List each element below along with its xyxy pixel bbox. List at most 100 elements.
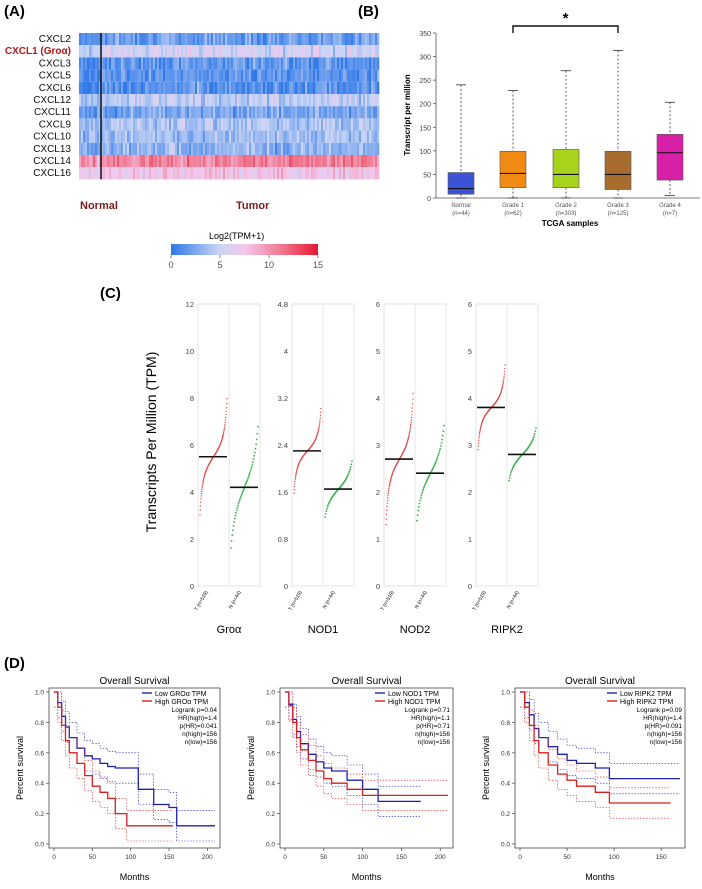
heatmap-cell: [331, 118, 334, 131]
heatmap-cell: [195, 69, 198, 82]
heatmap-cell: [253, 155, 256, 168]
heatmap-cell: [149, 94, 152, 107]
heatmap-cell: [373, 118, 376, 131]
heatmap-cell: [371, 45, 374, 58]
heatmap-cell: [175, 118, 178, 131]
scatter-point-tumor: [412, 398, 414, 400]
heatmap-cell: [85, 94, 88, 107]
heatmap-cell: [275, 94, 278, 107]
heatmap-cell: [153, 118, 156, 131]
heatmap-cell: [307, 142, 310, 155]
scatter-point-tumor: [503, 376, 505, 378]
survival-curve-low-ci-upper: [54, 691, 215, 811]
heatmap-cell: [283, 155, 286, 168]
heatmap-cell: [125, 57, 128, 70]
scatter-point-tumor: [295, 475, 297, 477]
heatmap-cell: [321, 130, 324, 143]
heatmap-cell: [161, 130, 164, 143]
heatmap-cell: [173, 155, 176, 168]
heatmap-cell: [329, 69, 332, 82]
heatmap-cell: [157, 130, 160, 143]
heatmap-cell: [99, 81, 102, 94]
heatmap-cell: [99, 45, 102, 58]
survival-x-tick-label: 200: [202, 854, 213, 861]
heatmap-cell: [353, 33, 356, 46]
heatmap-cell: [277, 155, 280, 168]
heatmap-cell: [131, 118, 134, 131]
heatmap-cell: [89, 155, 92, 168]
heatmap-cell: [103, 57, 106, 70]
heatmap-cell: [151, 118, 154, 131]
heatmap-cell: [253, 106, 256, 119]
heatmap-cell: [205, 167, 208, 180]
heatmap-cell: [103, 167, 106, 180]
heatmap-cell: [279, 118, 282, 131]
heatmap-cell: [279, 155, 282, 168]
heatmap-cell: [257, 45, 260, 58]
scatter-point-normal: [416, 514, 419, 517]
heatmap-cell: [121, 57, 124, 70]
heatmap-cell: [147, 142, 150, 155]
heatmap-cell: [331, 155, 334, 168]
heatmap-cell: [125, 118, 128, 131]
heatmap-cell: [371, 167, 374, 180]
scatter-point-normal: [531, 439, 534, 442]
heatmap-cell: [323, 167, 326, 180]
heatmap-cell: [309, 155, 312, 168]
heatmap-cell: [337, 81, 340, 94]
heatmap-cell: [113, 130, 116, 143]
boxplot-category-n: (n=125): [608, 211, 629, 217]
heatmap-cell: [321, 106, 324, 119]
heatmap-cell: [155, 45, 158, 58]
heatmap-cell: [265, 33, 268, 46]
heatmap-cell: [363, 106, 366, 119]
heatmap-cell: [317, 81, 320, 94]
heatmap-cell: [199, 57, 202, 70]
heatmap-cell: [91, 81, 94, 94]
heatmap-cell: [199, 94, 202, 107]
heatmap-cell: [85, 81, 88, 94]
heatmap-cell: [103, 81, 106, 94]
scatter-point-normal: [421, 490, 424, 493]
heatmap-cell: [235, 142, 238, 155]
heatmap-cell: [225, 142, 228, 155]
heatmap-cell: [95, 33, 98, 46]
heatmap-cell: [159, 69, 162, 82]
heatmap-cell: [89, 106, 92, 119]
heatmap-cell: [349, 118, 352, 131]
heatmap-cell: [247, 167, 250, 180]
heatmap-cell: [141, 69, 144, 82]
heatmap-cell: [201, 167, 204, 180]
heatmap-cell: [267, 57, 270, 70]
heatmap-cell: [339, 142, 342, 155]
heatmap-cell: [99, 167, 102, 180]
heatmap-cell: [143, 167, 146, 180]
heatmap-cell: [147, 57, 150, 70]
heatmap-cell: [141, 45, 144, 58]
heatmap-cell: [361, 57, 364, 70]
heatmap-cell: [271, 106, 274, 119]
heatmap-cell: [255, 33, 258, 46]
heatmap-cell: [293, 94, 296, 107]
heatmap-cell: [139, 81, 142, 94]
heatmap-cell: [245, 81, 248, 94]
heatmap-cell: [137, 94, 140, 107]
heatmap-cell: [161, 94, 164, 107]
heatmap-cell: [211, 45, 214, 58]
heatmap-cell: [291, 45, 294, 58]
scatter-point-tumor: [503, 371, 506, 373]
scatter-point-tumor: [412, 392, 414, 395]
heatmap-cell: [191, 33, 194, 46]
heatmap-cell: [363, 94, 366, 107]
heatmap-cell: [321, 69, 324, 82]
heatmap-cell: [113, 33, 116, 46]
heatmap-cell: [315, 94, 318, 107]
heatmap-cell: [155, 118, 158, 131]
heatmap-cell: [111, 167, 114, 180]
heatmap-cell: [377, 155, 380, 168]
heatmap-cell: [373, 106, 376, 119]
heatmap-cell: [153, 130, 156, 143]
heatmap-cell: [297, 167, 300, 180]
heatmap-cell: [95, 81, 98, 94]
heatmap-cell: [307, 167, 310, 180]
